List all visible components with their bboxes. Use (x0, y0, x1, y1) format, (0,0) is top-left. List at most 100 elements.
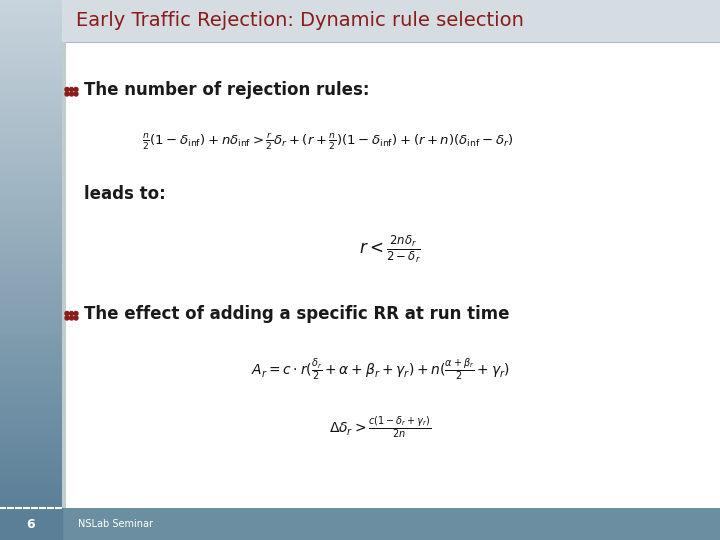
Bar (0, 338, 62, 340)
Bar (0, 368, 62, 371)
Bar (0, 414, 62, 416)
Bar (0, 178, 62, 180)
Bar (0, 386, 62, 389)
Text: The effect of adding a specific RR at run time: The effect of adding a specific RR at ru… (84, 305, 510, 323)
Bar (0, 43, 62, 46)
Bar (0, 432, 62, 434)
Bar (0, 226, 62, 228)
Bar (0, 155, 62, 158)
Bar (0, 150, 62, 152)
Bar (0, 477, 62, 480)
Bar (0, 363, 62, 366)
Bar (0, 10, 62, 13)
Bar (0, 396, 62, 399)
Bar (0, 208, 62, 211)
Bar (0, 203, 62, 206)
Bar (0, 503, 62, 505)
Bar (0, 183, 62, 185)
Bar (0, 450, 62, 452)
Bar (62, 0, 66, 508)
Bar (0, 343, 62, 346)
Text: leads to:: leads to: (84, 185, 166, 203)
Bar (0, 498, 62, 501)
Circle shape (65, 312, 69, 315)
Bar (0, 289, 62, 292)
Bar (0, 358, 62, 361)
Bar (0, 236, 62, 239)
Text: 6: 6 (27, 517, 35, 530)
Bar (0, 219, 62, 221)
Bar (0, 300, 62, 302)
Bar (0, 201, 62, 203)
Bar (0, 213, 62, 216)
Bar (0, 191, 62, 193)
Bar (0, 366, 62, 368)
Bar (0, 315, 62, 318)
Bar (0, 399, 62, 401)
Text: The number of rejection rules:: The number of rejection rules: (84, 81, 369, 99)
Bar (0, 295, 62, 297)
Bar (0, 462, 62, 465)
Bar (0, 193, 62, 195)
Bar (0, 361, 62, 363)
Bar (0, 13, 62, 15)
Bar (0, 58, 62, 61)
Bar (0, 325, 62, 328)
Bar (0, 109, 62, 112)
Bar (0, 163, 62, 165)
Text: $r < \frac{2n\delta_r}{2-\delta_r}$: $r < \frac{2n\delta_r}{2-\delta_r}$ (359, 233, 421, 265)
Bar (0, 94, 62, 97)
Bar (0, 483, 62, 485)
Bar (0, 297, 62, 300)
Bar (0, 335, 62, 338)
Bar (0, 160, 62, 163)
Bar (0, 33, 62, 36)
Bar (0, 444, 62, 447)
Bar (0, 82, 62, 84)
Bar (0, 25, 62, 28)
Bar (0, 228, 62, 231)
Bar (0, 254, 62, 256)
Bar (0, 407, 62, 409)
Bar (0, 140, 62, 142)
Circle shape (70, 312, 73, 315)
Bar (0, 252, 62, 254)
Bar (0, 102, 62, 104)
Bar (0, 89, 62, 91)
Bar (62, 0, 720, 42)
Bar (0, 15, 62, 18)
Bar (0, 269, 62, 272)
Bar (0, 246, 62, 249)
Text: NSLab Seminar: NSLab Seminar (78, 519, 153, 529)
Circle shape (74, 316, 78, 320)
Bar (0, 505, 62, 508)
Bar (0, 404, 62, 407)
Bar (0, 23, 62, 25)
Bar (0, 277, 62, 279)
Bar (0, 411, 62, 414)
Bar (0, 145, 62, 147)
Bar (0, 165, 62, 167)
Bar (0, 394, 62, 396)
Bar (0, 287, 62, 289)
Bar (0, 480, 62, 483)
Text: $\Delta\delta_r > \frac{c(1-\delta_r+\gamma_r)}{2n}$: $\Delta\delta_r > \frac{c(1-\delta_r+\ga… (329, 414, 431, 440)
Bar (0, 185, 62, 188)
Bar (0, 457, 62, 460)
Bar (0, 310, 62, 313)
Bar (0, 302, 62, 305)
Bar (0, 434, 62, 437)
Bar (0, 76, 62, 79)
Bar (0, 36, 62, 38)
Bar (0, 416, 62, 419)
Text: Early Traffic Rejection: Dynamic rule selection: Early Traffic Rejection: Dynamic rule se… (76, 11, 524, 30)
Bar (0, 264, 62, 267)
Bar (0, 256, 62, 259)
Bar (0, 211, 62, 213)
Bar (0, 381, 62, 383)
Bar (0, 285, 62, 287)
Bar (0, 279, 62, 282)
Circle shape (74, 312, 78, 315)
Bar (0, 142, 62, 145)
Bar (0, 391, 62, 394)
